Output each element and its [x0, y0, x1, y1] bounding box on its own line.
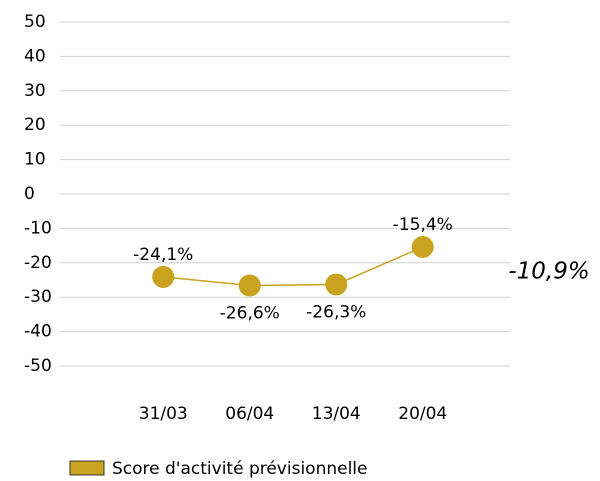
- data-label: -26,3%: [306, 302, 366, 322]
- annotation: -10,9%: [508, 259, 589, 285]
- x-tick-label: 06/04: [225, 404, 274, 424]
- y-tick-label: -30: [24, 287, 52, 307]
- data-label: -15,4%: [393, 215, 453, 235]
- y-tick-label: -20: [24, 253, 52, 273]
- y-tick-label: -50: [24, 356, 52, 376]
- data-point: [325, 273, 348, 296]
- y-tick-label: 50: [24, 12, 46, 32]
- x-tick-label: 31/03: [139, 404, 188, 424]
- data-point: [411, 235, 434, 258]
- data-label: -24,1%: [133, 245, 193, 265]
- series-line: [163, 246, 424, 287]
- legend-swatch: [69, 460, 105, 476]
- x-tick-label: 20/04: [398, 404, 447, 424]
- data-point: [152, 265, 175, 288]
- legend-label: Score d'activité prévisionnelle: [112, 459, 368, 479]
- y-tick-label: 0: [24, 184, 35, 204]
- y-tick-label: 20: [24, 115, 46, 135]
- y-tick-label: 30: [24, 81, 46, 101]
- y-tick-label: -10: [24, 218, 52, 238]
- data-label: -26,6%: [220, 304, 280, 324]
- x-tick-label: 13/04: [312, 404, 361, 424]
- y-tick-label: 10: [24, 150, 46, 170]
- y-tick-label: -40: [24, 322, 52, 342]
- y-tick-label: 40: [24, 46, 46, 66]
- data-point: [238, 274, 261, 297]
